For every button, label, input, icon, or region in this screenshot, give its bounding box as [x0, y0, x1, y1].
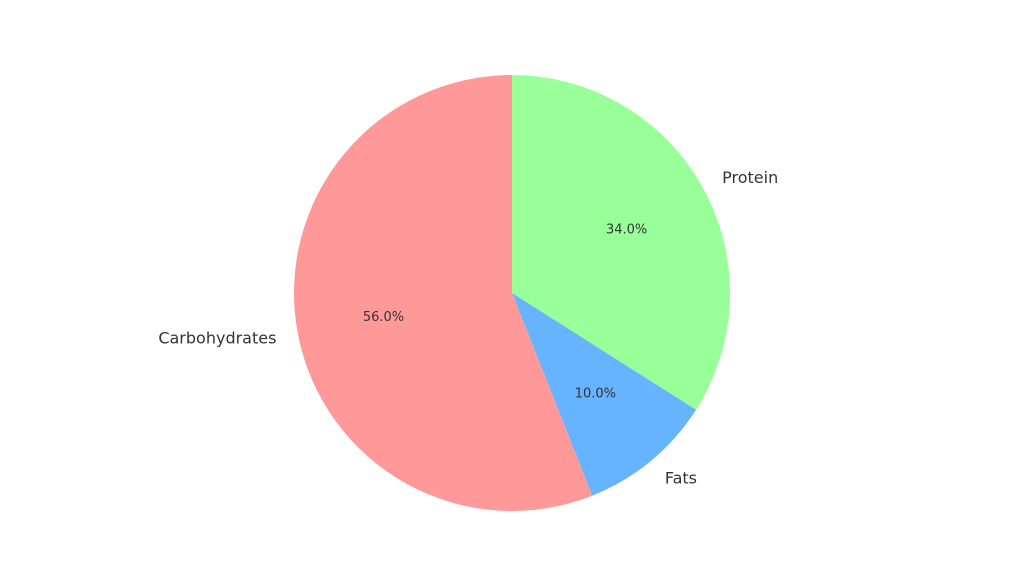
pie-slice-protein	[512, 75, 730, 410]
pie-slice-fats	[512, 293, 697, 496]
pie-slice-carbohydrates	[294, 75, 593, 511]
slice-percent-protein: 34.0%	[606, 222, 647, 237]
slice-label-fats: Fats	[665, 468, 697, 487]
slice-label-carbohydrates: Carbohydrates	[158, 328, 276, 347]
slice-percent-carbohydrates: 56.0%	[363, 310, 404, 325]
slice-label-protein: Protein	[722, 168, 778, 187]
slice-percent-fats: 10.0%	[575, 386, 616, 401]
